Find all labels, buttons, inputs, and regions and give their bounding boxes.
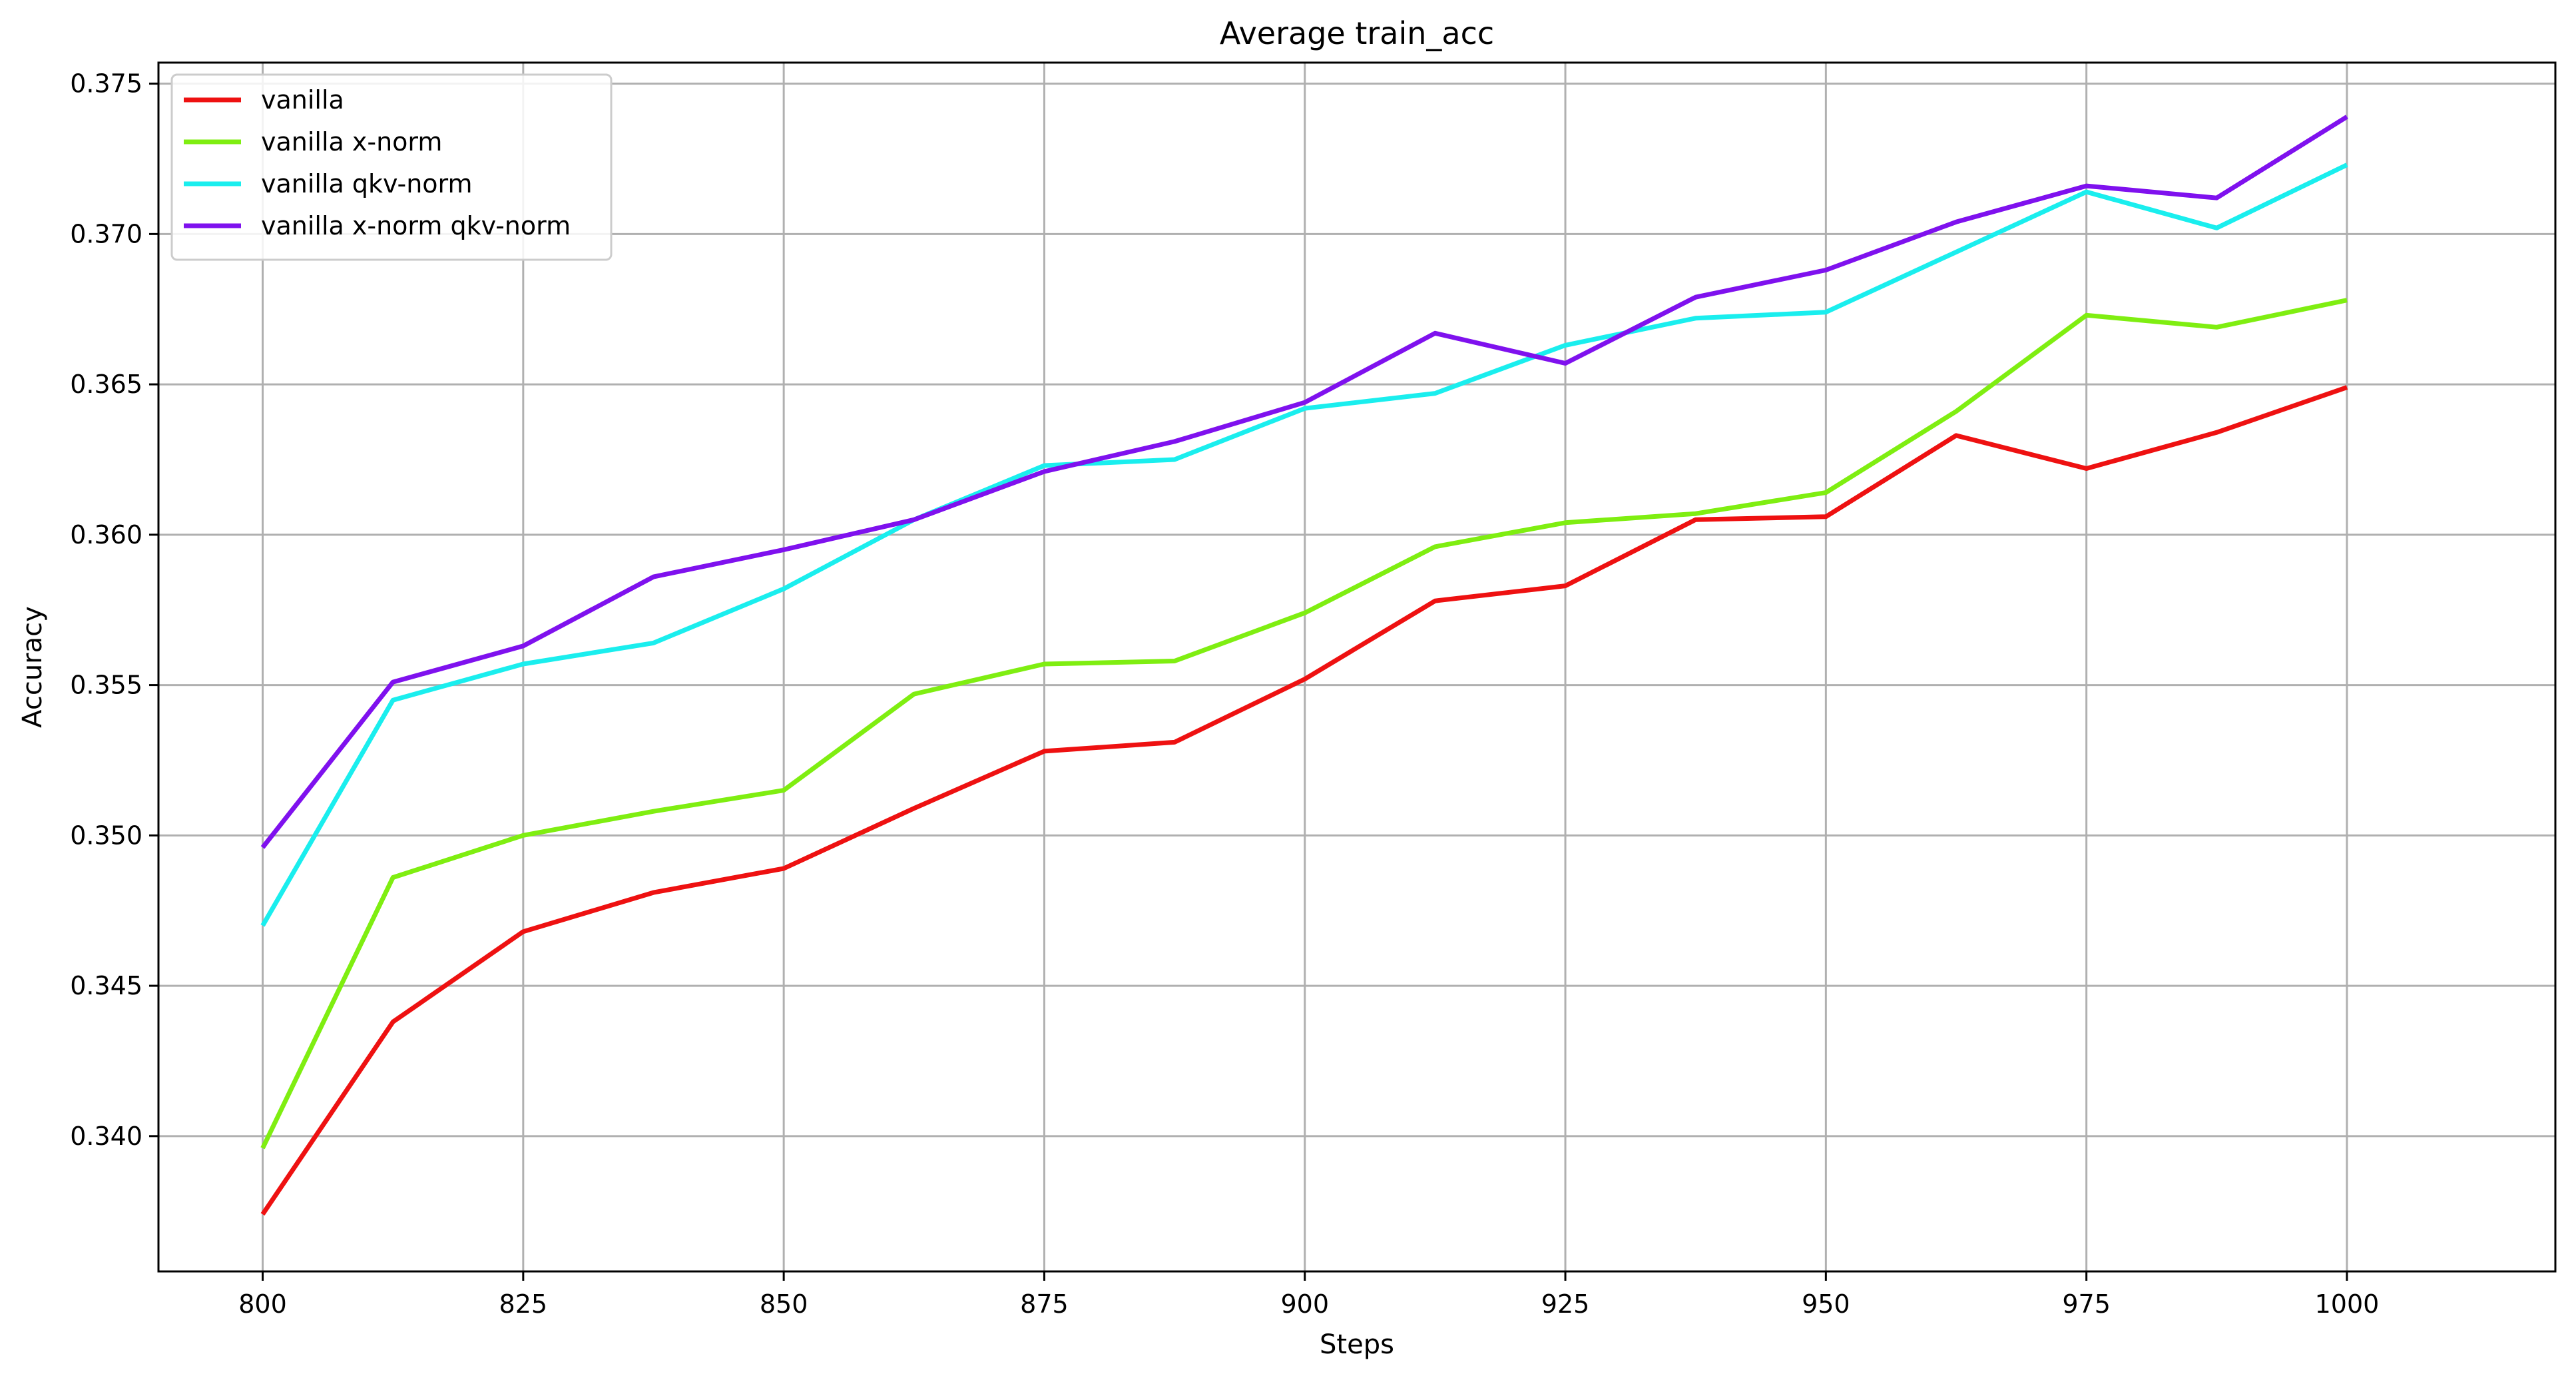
series-line-vanilla-x-norm-qkv-norm bbox=[260, 115, 2348, 849]
x-tick-label: 925 bbox=[1541, 1289, 1590, 1319]
x-tick-label: 800 bbox=[238, 1289, 287, 1319]
legend-label: vanilla qkv-norm bbox=[261, 169, 473, 198]
x-tick-label: 875 bbox=[1020, 1289, 1069, 1319]
y-tick-label: 0.375 bbox=[70, 69, 142, 99]
x-tick-label: 1000 bbox=[2315, 1289, 2380, 1319]
series-line-vanilla bbox=[260, 385, 2348, 1216]
series-line-vanilla-x-norm bbox=[260, 298, 2348, 1150]
x-tick-label: 850 bbox=[760, 1289, 808, 1319]
y-tick-label: 0.370 bbox=[70, 219, 142, 248]
chart-title: Average train_acc bbox=[1220, 15, 1494, 51]
y-tick-label: 0.340 bbox=[70, 1122, 142, 1151]
y-tick-label: 0.360 bbox=[70, 520, 142, 549]
x-tick-label: 950 bbox=[1802, 1289, 1850, 1319]
legend-label: vanilla x-norm qkv-norm bbox=[261, 211, 571, 240]
series-line-vanilla-qkv-norm bbox=[260, 163, 2348, 927]
y-tick-label: 0.345 bbox=[70, 971, 142, 1000]
y-axis-title: Accuracy bbox=[17, 606, 48, 728]
grid bbox=[158, 63, 2555, 1271]
y-tick-label: 0.350 bbox=[70, 821, 142, 850]
legend-box bbox=[170, 73, 613, 261]
y-tick-label: 0.355 bbox=[70, 671, 142, 700]
legend: vanilla vanilla x-norm vanilla qkv-norm van… bbox=[170, 73, 613, 261]
x-tick-label: 825 bbox=[499, 1289, 548, 1319]
plot-frame bbox=[157, 61, 2557, 1273]
x-axis-title: Steps bbox=[1320, 1329, 1394, 1360]
y-tick-label: 0.365 bbox=[70, 370, 142, 399]
legend-label: vanilla bbox=[261, 85, 344, 115]
x-tick-label: 900 bbox=[1280, 1289, 1329, 1319]
axis-ticks: 800 825 850 875 900 925 950 975 1000 0.340 0.345 0.… bbox=[70, 69, 2379, 1319]
series-lines bbox=[260, 115, 2348, 1216]
legend-label: vanilla x-norm bbox=[261, 127, 442, 157]
x-tick-label: 975 bbox=[2062, 1289, 2111, 1319]
